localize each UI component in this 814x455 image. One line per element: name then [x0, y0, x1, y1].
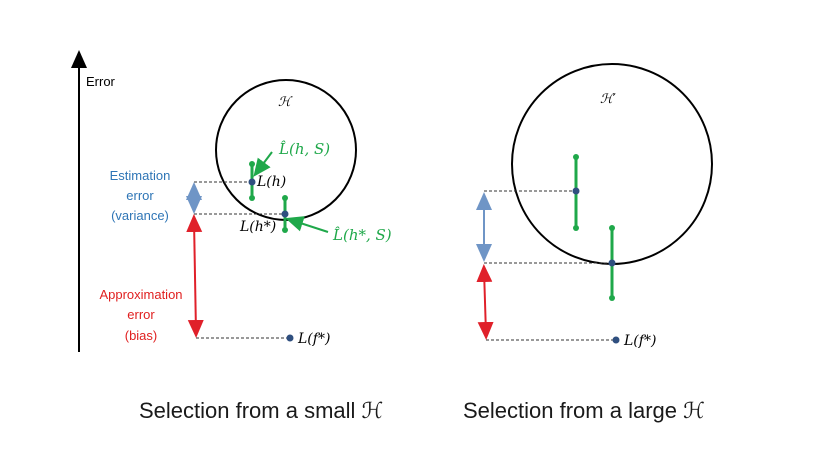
green-dot-right-2-bottom — [609, 295, 615, 301]
dot-right-Lfstar — [612, 336, 620, 344]
label-Lfstar-right: L(f*) — [623, 333, 656, 349]
small-set-label: ℋ — [278, 95, 293, 110]
green-dot-right-2-top — [609, 225, 615, 231]
dot-Lfstar — [286, 334, 294, 342]
dot-Lh — [248, 178, 256, 186]
estimation-label-line1: Estimation — [110, 168, 171, 183]
label-Lhat-hstarS: L̂(h*, S) — [332, 226, 392, 244]
green-dot-right-1-bottom — [573, 225, 579, 231]
label-Lfstar-left: L(f*) — [297, 331, 330, 347]
dot-right-h — [572, 187, 580, 195]
approx-label-line3: (bias) — [125, 328, 158, 343]
estimation-label-line2: error — [126, 188, 154, 203]
approximation-error-arrow-right — [476, 264, 494, 340]
green-dot-hstar-bottom — [282, 227, 288, 233]
green-dot-h-top — [249, 161, 255, 167]
green-dot-h-bottom — [249, 195, 255, 201]
green-dot-hstar-top — [282, 195, 288, 201]
approximation-error-arrow — [186, 214, 204, 338]
axis-label: Error — [86, 74, 116, 89]
arrow-Lhat-hstar — [285, 216, 329, 233]
estimation-label-line3: (variance) — [111, 208, 169, 223]
label-Lhat-hS: L̂(h, S) — [278, 140, 330, 158]
approx-label-line2: error — [127, 307, 155, 322]
arrow-Lhat-h — [253, 151, 273, 177]
label-Lhstar: L(h*) — [239, 219, 276, 235]
approx-label-line1: Approximation — [99, 287, 182, 302]
caption-small: Selection from a small ℋ — [139, 398, 383, 423]
dot-Lhstar — [281, 210, 289, 218]
dot-right-hstar — [608, 259, 616, 267]
caption-large: Selection from a large ℋ — [463, 398, 705, 423]
green-dot-right-1-top — [573, 154, 579, 160]
large-set-label: ℋ′ — [600, 92, 616, 107]
label-Lh: L(h) — [256, 174, 286, 190]
